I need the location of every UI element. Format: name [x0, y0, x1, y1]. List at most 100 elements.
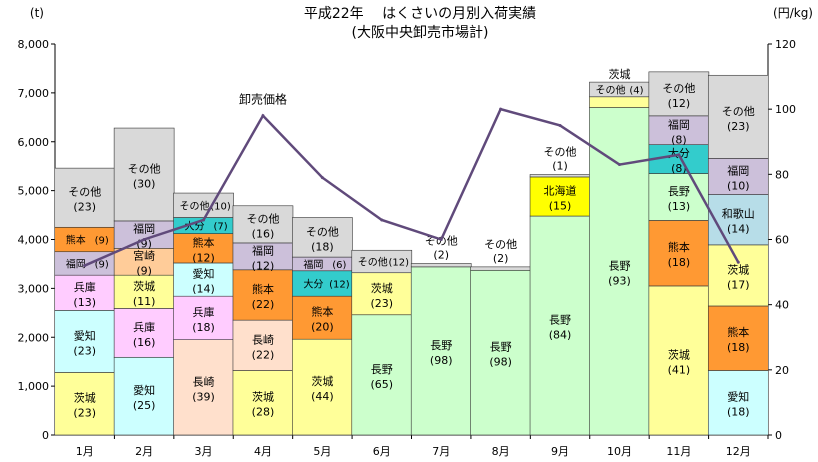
segment-label: その他 — [246, 212, 279, 225]
y-tick-label: 7,000 — [18, 87, 50, 100]
bar-segment — [589, 96, 650, 108]
bar-segment — [648, 285, 710, 436]
bar-segment — [707, 158, 769, 195]
x-tick-label: 4月 — [254, 445, 272, 458]
segment-label: その他 — [484, 238, 517, 251]
segment-label: 茨城 — [252, 390, 274, 404]
bar-segment — [54, 274, 116, 311]
bar-segment — [707, 74, 769, 159]
bar-segment — [54, 310, 116, 373]
segment-pct: (22) — [252, 298, 275, 311]
segment-pct: (16) — [133, 336, 156, 349]
segment-label: 茨城 — [133, 279, 155, 293]
bar-segment — [292, 270, 353, 297]
bar-segment — [648, 173, 710, 221]
bar-segment — [529, 215, 591, 436]
price-point — [439, 238, 443, 241]
segment-pct: (23) — [727, 120, 750, 133]
price-point — [677, 153, 681, 157]
bar-segment — [54, 226, 116, 253]
segment-label: 熊本 — [727, 325, 749, 339]
x-tick-label: 12月 — [726, 445, 751, 458]
segment-pct: (28) — [252, 406, 275, 419]
segment-pct: (8) — [671, 133, 687, 146]
segment-label: 茨城 — [668, 347, 690, 361]
segment-pct: (23) — [73, 201, 96, 214]
y-tick-label: 2,000 — [18, 331, 50, 344]
bar-segment — [707, 305, 769, 371]
segment-label: 長野 — [490, 341, 512, 354]
segment-pct: (98) — [430, 354, 453, 367]
segment-label: 熊本 — [252, 282, 274, 296]
chart-title: 平成22年 はくさいの月別入荷実績 — [304, 6, 536, 22]
segment-label: 和歌山 — [722, 207, 755, 221]
bar-segment — [351, 272, 413, 316]
bar-segment — [707, 244, 769, 307]
segment-label: 福岡 — [252, 243, 274, 257]
bar-segment — [173, 295, 234, 340]
segment-label: 福岡 — [668, 117, 690, 131]
y2-tick-label: 20 — [775, 364, 789, 377]
bar-segment — [707, 370, 769, 436]
y-tick-label: 3,000 — [18, 282, 50, 295]
price-series-label: 卸売価格 — [239, 92, 287, 107]
y2-tick-label: 80 — [775, 168, 789, 181]
y-tick-label: 5,000 — [18, 185, 50, 198]
bar-segment — [232, 370, 294, 436]
segment-pct: (6) — [332, 260, 346, 271]
x-tick-label: 9月 — [551, 445, 569, 458]
segment-pct: (9) — [95, 259, 109, 270]
segment-pct: (39) — [192, 390, 215, 403]
segment-pct: (9) — [136, 265, 152, 278]
segment-pct: (10) — [210, 201, 231, 212]
segment-pct: (11) — [133, 295, 156, 308]
segment-pct: (84) — [549, 329, 572, 342]
segment-label: 北海道 — [544, 183, 577, 197]
segment-label: 茨城 — [608, 67, 630, 81]
bar-segment — [113, 247, 175, 276]
segment-label: その他 — [180, 199, 210, 212]
bar-segment — [173, 233, 234, 264]
x-tick-label: 11月 — [666, 445, 691, 458]
segment-pct: (44) — [311, 390, 334, 403]
segment-pct: (93) — [608, 274, 631, 287]
segment-pct: (7) — [213, 222, 227, 233]
x-tick-label: 7月 — [432, 445, 450, 458]
segment-pct: (18) — [192, 321, 215, 334]
bar-segment — [173, 262, 234, 297]
segment-pct: (9) — [95, 236, 109, 247]
x-tick-label: 10月 — [607, 445, 632, 458]
segment-label: 熊本 — [668, 240, 690, 254]
segment-pct: (4) — [629, 85, 643, 96]
segment-label: その他 — [358, 255, 388, 268]
segment-pct: (14) — [727, 223, 750, 236]
segment-pct: (17) — [727, 278, 750, 291]
bar-segment — [351, 249, 413, 274]
y-axis-right-unit-label: (円/kg) — [773, 6, 813, 20]
segment-pct: (14) — [192, 283, 215, 296]
segment-pct: (22) — [252, 348, 275, 361]
segment-label: 長野 — [371, 363, 393, 376]
x-tick-label: 8月 — [492, 445, 510, 458]
segment-label: 宮崎 — [133, 249, 155, 263]
price-point — [320, 176, 324, 180]
bar-segment — [113, 274, 175, 309]
bar-segment — [113, 127, 175, 222]
segment-label: 長野 — [549, 314, 571, 327]
segment-pct: (65) — [370, 378, 393, 391]
bar-segment — [232, 319, 294, 371]
segment-pct: (23) — [73, 407, 96, 420]
segment-pct: (15) — [549, 199, 572, 212]
segment-pct: (18) — [668, 256, 691, 269]
segment-label: 兵庫 — [74, 280, 96, 294]
y2-tick-label: 0 — [775, 429, 782, 442]
bar-segment — [648, 71, 710, 117]
bar-segment — [292, 338, 353, 436]
segment-pct: (8) — [671, 162, 687, 175]
segment-pct: (20) — [311, 321, 334, 334]
bar-segment — [529, 174, 591, 178]
segment-label: その他 — [544, 145, 577, 158]
segment-pct: (23) — [73, 344, 96, 357]
y-tick-label: 0 — [42, 429, 49, 442]
